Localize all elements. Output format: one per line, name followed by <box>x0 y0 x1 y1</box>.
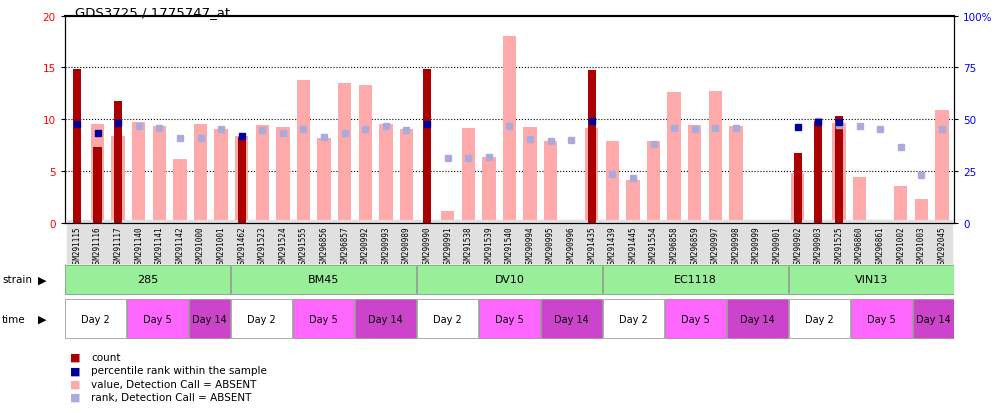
Text: value, Detection Call = ABSENT: value, Detection Call = ABSENT <box>91 379 256 389</box>
Text: Day 14: Day 14 <box>554 314 588 324</box>
Bar <box>851 299 912 339</box>
Text: Day 2: Day 2 <box>247 314 275 324</box>
Bar <box>523 128 537 223</box>
Text: Day 2: Day 2 <box>619 314 648 324</box>
Text: GDS3725 / 1775747_at: GDS3725 / 1775747_at <box>75 6 230 19</box>
Bar <box>317 138 331 223</box>
Bar <box>441 211 454 223</box>
Text: rank, Detection Call = ABSENT: rank, Detection Call = ABSENT <box>91 392 251 402</box>
Bar <box>461 129 475 223</box>
Bar <box>215 130 228 223</box>
Bar <box>709 92 722 223</box>
Bar <box>832 124 846 223</box>
Text: Day 5: Day 5 <box>309 314 338 324</box>
Bar <box>853 178 866 223</box>
Bar <box>255 126 269 223</box>
Bar <box>789 299 851 339</box>
Text: Day 2: Day 2 <box>805 314 834 324</box>
Bar <box>835 116 843 223</box>
Bar <box>935 110 948 223</box>
Bar <box>235 136 248 223</box>
Bar <box>127 299 188 339</box>
Text: 285: 285 <box>137 275 158 285</box>
Bar <box>173 160 187 223</box>
Bar <box>359 86 372 223</box>
Text: EC1118: EC1118 <box>674 275 717 285</box>
Bar <box>238 137 246 223</box>
Bar <box>665 299 727 339</box>
Bar <box>65 265 230 295</box>
Bar <box>605 141 619 223</box>
Bar <box>65 299 126 339</box>
Bar <box>189 299 230 339</box>
Text: ■: ■ <box>70 379 81 389</box>
Text: Day 5: Day 5 <box>868 314 897 324</box>
Bar <box>400 130 414 223</box>
Bar <box>914 199 928 223</box>
Bar <box>73 70 82 223</box>
Bar <box>355 299 415 339</box>
Text: Day 2: Day 2 <box>433 314 462 324</box>
Text: time: time <box>2 314 26 324</box>
Bar <box>544 141 558 223</box>
Text: Day 2: Day 2 <box>82 314 110 324</box>
Bar <box>668 93 681 223</box>
Bar <box>276 128 289 223</box>
Bar <box>416 299 478 339</box>
Text: ■: ■ <box>70 392 81 402</box>
Bar <box>603 299 664 339</box>
Bar <box>587 71 596 223</box>
Text: DV10: DV10 <box>494 275 525 285</box>
Text: Day 14: Day 14 <box>741 314 775 324</box>
Bar <box>90 125 104 223</box>
Bar <box>153 127 166 223</box>
Text: Day 5: Day 5 <box>143 314 172 324</box>
Bar <box>913 299 954 339</box>
Text: ▶: ▶ <box>38 275 47 285</box>
Bar <box>503 37 516 223</box>
Bar <box>111 136 125 223</box>
Text: ■: ■ <box>70 366 81 375</box>
Bar <box>730 127 743 223</box>
Text: ▶: ▶ <box>38 314 47 324</box>
Bar <box>814 122 822 223</box>
Text: Day 14: Day 14 <box>916 314 951 324</box>
Bar <box>297 81 310 223</box>
Bar <box>482 158 496 223</box>
Bar <box>541 299 602 339</box>
Bar <box>416 265 602 295</box>
Text: ■: ■ <box>70 352 81 362</box>
Bar <box>194 125 207 223</box>
Bar <box>603 265 788 295</box>
Bar <box>789 265 954 295</box>
Bar <box>422 70 431 223</box>
Text: Day 14: Day 14 <box>192 314 227 324</box>
Bar <box>793 154 802 223</box>
Text: BM45: BM45 <box>307 275 339 285</box>
Text: Day 5: Day 5 <box>681 314 710 324</box>
Text: Day 5: Day 5 <box>495 314 524 324</box>
Text: Day 14: Day 14 <box>368 314 403 324</box>
Text: VIN13: VIN13 <box>855 275 888 285</box>
Text: strain: strain <box>2 275 32 285</box>
Bar <box>292 299 354 339</box>
Bar <box>114 102 122 223</box>
Bar <box>132 123 145 223</box>
Bar <box>93 148 101 223</box>
Text: percentile rank within the sample: percentile rank within the sample <box>91 366 267 375</box>
Bar <box>231 265 415 295</box>
Bar <box>338 83 351 223</box>
Bar <box>727 299 788 339</box>
Bar <box>688 126 702 223</box>
Bar <box>894 187 908 223</box>
Text: count: count <box>91 352 121 362</box>
Bar <box>626 181 640 223</box>
Bar <box>479 299 540 339</box>
Bar <box>585 129 598 223</box>
Bar <box>379 125 393 223</box>
Bar <box>231 299 292 339</box>
Bar <box>647 141 660 223</box>
Bar <box>791 173 804 223</box>
